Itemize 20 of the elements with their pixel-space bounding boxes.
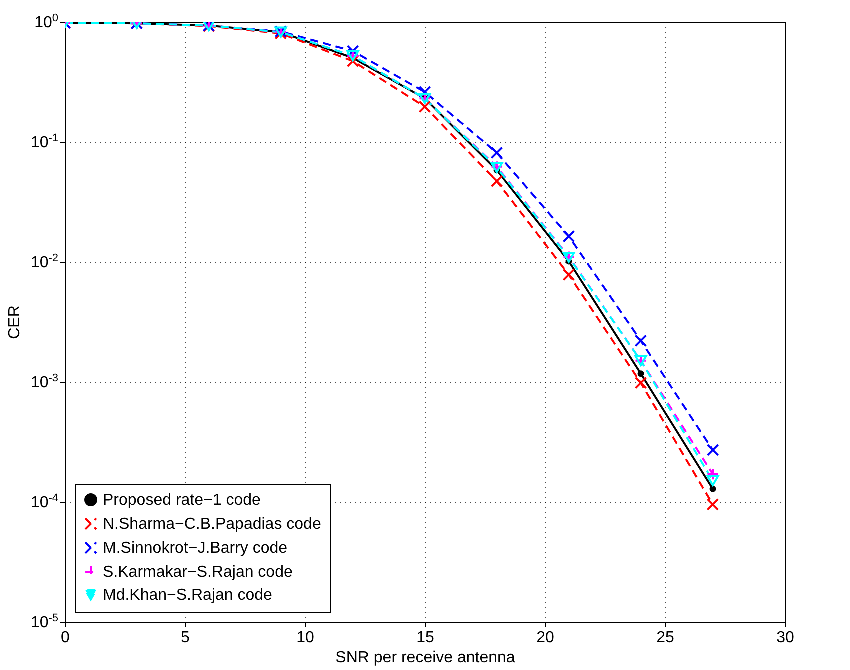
legend-label: Proposed rate−1 code [103, 492, 261, 509]
y-axis-title: CER [6, 306, 24, 340]
legend-label: M.Sinnokrot−J.Barry code [103, 540, 288, 557]
legend-label: S.Karmakar−S.Rajan code [103, 564, 293, 581]
legend-label: N.Sharma−C.B.Papadias code [103, 516, 322, 533]
y-tick-label: 10$^{-1}$ [30, 132, 58, 152]
x-tick-label: 30 [776, 630, 794, 646]
x-tick-label: 25 [656, 630, 674, 646]
x-axis-title: SNR per receive antenna [336, 650, 516, 666]
x-tick-label: 0 [61, 630, 70, 646]
y-tick-label: 10$^{-4}$ [30, 492, 58, 512]
y-tick-label: 10$^{-2}$ [30, 252, 58, 272]
x-tick-label: 20 [536, 630, 554, 646]
x-tick-label: 10 [296, 630, 314, 646]
legend-label: Md.Khan−S.Rajan code [103, 587, 273, 604]
y-tick-label: 10$^{-5}$ [30, 612, 58, 632]
x-tick-label: 15 [416, 630, 434, 646]
y-tick-label: 10$^{-3}$ [30, 372, 58, 392]
y-tick-label: 10$^{0}$ [34, 12, 58, 32]
x-tick-label: 5 [181, 630, 190, 646]
